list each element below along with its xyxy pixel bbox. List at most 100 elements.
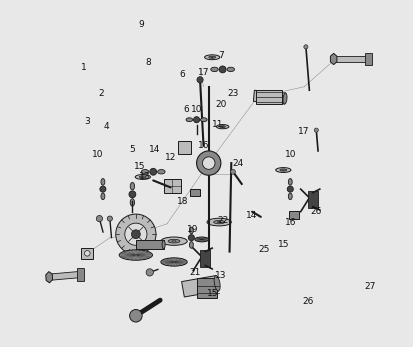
Ellipse shape xyxy=(130,199,134,206)
Polygon shape xyxy=(135,240,163,249)
Text: 9: 9 xyxy=(138,20,144,29)
Ellipse shape xyxy=(226,67,234,71)
Polygon shape xyxy=(46,272,52,283)
Text: 26: 26 xyxy=(301,297,313,306)
Circle shape xyxy=(116,214,156,254)
Circle shape xyxy=(84,251,90,256)
FancyBboxPatch shape xyxy=(163,179,180,193)
Circle shape xyxy=(196,151,221,175)
Circle shape xyxy=(131,230,140,239)
Text: 10: 10 xyxy=(92,150,103,159)
Circle shape xyxy=(287,186,293,192)
Bar xyxy=(199,250,210,267)
Polygon shape xyxy=(253,90,285,104)
Text: 19: 19 xyxy=(187,225,198,234)
Text: 16: 16 xyxy=(284,218,295,227)
Ellipse shape xyxy=(133,254,138,256)
Circle shape xyxy=(107,216,112,221)
Text: 6: 6 xyxy=(179,70,185,79)
FancyBboxPatch shape xyxy=(364,53,371,65)
Ellipse shape xyxy=(282,93,286,104)
Polygon shape xyxy=(330,53,336,65)
Text: 6: 6 xyxy=(183,105,189,114)
Circle shape xyxy=(128,191,135,198)
Polygon shape xyxy=(49,271,81,280)
Ellipse shape xyxy=(130,183,134,190)
Circle shape xyxy=(218,66,225,73)
Text: 17: 17 xyxy=(197,68,209,77)
Ellipse shape xyxy=(139,176,146,178)
Ellipse shape xyxy=(189,227,193,234)
Text: 3: 3 xyxy=(84,117,90,126)
Ellipse shape xyxy=(217,221,221,223)
Ellipse shape xyxy=(219,126,225,128)
Text: 10: 10 xyxy=(284,150,295,159)
Text: 23: 23 xyxy=(227,89,238,98)
Text: 8: 8 xyxy=(145,58,150,67)
Text: 27: 27 xyxy=(363,282,375,291)
Ellipse shape xyxy=(189,242,193,248)
Ellipse shape xyxy=(214,276,220,291)
Ellipse shape xyxy=(101,193,104,200)
FancyBboxPatch shape xyxy=(197,278,216,298)
Circle shape xyxy=(197,77,203,83)
Ellipse shape xyxy=(287,179,292,185)
Ellipse shape xyxy=(287,193,292,200)
Text: 7: 7 xyxy=(218,51,223,60)
Circle shape xyxy=(146,269,153,276)
FancyBboxPatch shape xyxy=(190,189,199,196)
Text: 11: 11 xyxy=(211,120,223,129)
Ellipse shape xyxy=(200,239,202,240)
Text: 1: 1 xyxy=(81,63,86,72)
Circle shape xyxy=(193,117,199,123)
Text: 14: 14 xyxy=(149,145,160,154)
Ellipse shape xyxy=(135,175,150,179)
Ellipse shape xyxy=(279,169,286,171)
Ellipse shape xyxy=(208,56,215,58)
Text: 12: 12 xyxy=(164,153,176,162)
Circle shape xyxy=(303,45,307,49)
Circle shape xyxy=(188,235,194,241)
Ellipse shape xyxy=(195,237,208,242)
Ellipse shape xyxy=(157,170,165,174)
FancyBboxPatch shape xyxy=(178,142,190,154)
Circle shape xyxy=(202,157,214,169)
Text: 4: 4 xyxy=(103,122,109,131)
Text: 13: 13 xyxy=(138,172,150,181)
Ellipse shape xyxy=(168,239,180,243)
Text: 17: 17 xyxy=(298,127,309,136)
FancyBboxPatch shape xyxy=(256,90,282,104)
Text: 25: 25 xyxy=(258,245,269,254)
Text: 15: 15 xyxy=(206,289,217,298)
Circle shape xyxy=(230,169,235,174)
Ellipse shape xyxy=(210,67,218,71)
Ellipse shape xyxy=(161,258,187,266)
Ellipse shape xyxy=(221,126,223,127)
Text: 21: 21 xyxy=(189,268,200,277)
Ellipse shape xyxy=(141,170,149,174)
Ellipse shape xyxy=(172,240,176,242)
Circle shape xyxy=(313,128,318,132)
Ellipse shape xyxy=(162,240,165,249)
Ellipse shape xyxy=(275,168,290,172)
Text: 13: 13 xyxy=(215,271,226,280)
FancyBboxPatch shape xyxy=(76,268,84,281)
Text: 5: 5 xyxy=(129,145,135,154)
Text: 24: 24 xyxy=(232,159,243,168)
Bar xyxy=(307,191,317,208)
Ellipse shape xyxy=(185,118,192,122)
Polygon shape xyxy=(333,56,368,62)
FancyBboxPatch shape xyxy=(288,211,298,219)
Circle shape xyxy=(150,168,156,175)
Ellipse shape xyxy=(119,250,152,260)
Ellipse shape xyxy=(161,237,187,245)
Ellipse shape xyxy=(206,218,231,226)
FancyBboxPatch shape xyxy=(81,248,93,259)
Circle shape xyxy=(96,215,102,222)
Text: 15: 15 xyxy=(133,162,145,171)
Text: 15: 15 xyxy=(277,240,288,249)
Text: 2: 2 xyxy=(98,89,104,98)
Text: 18: 18 xyxy=(176,197,188,206)
Ellipse shape xyxy=(101,179,104,185)
Ellipse shape xyxy=(213,220,224,224)
